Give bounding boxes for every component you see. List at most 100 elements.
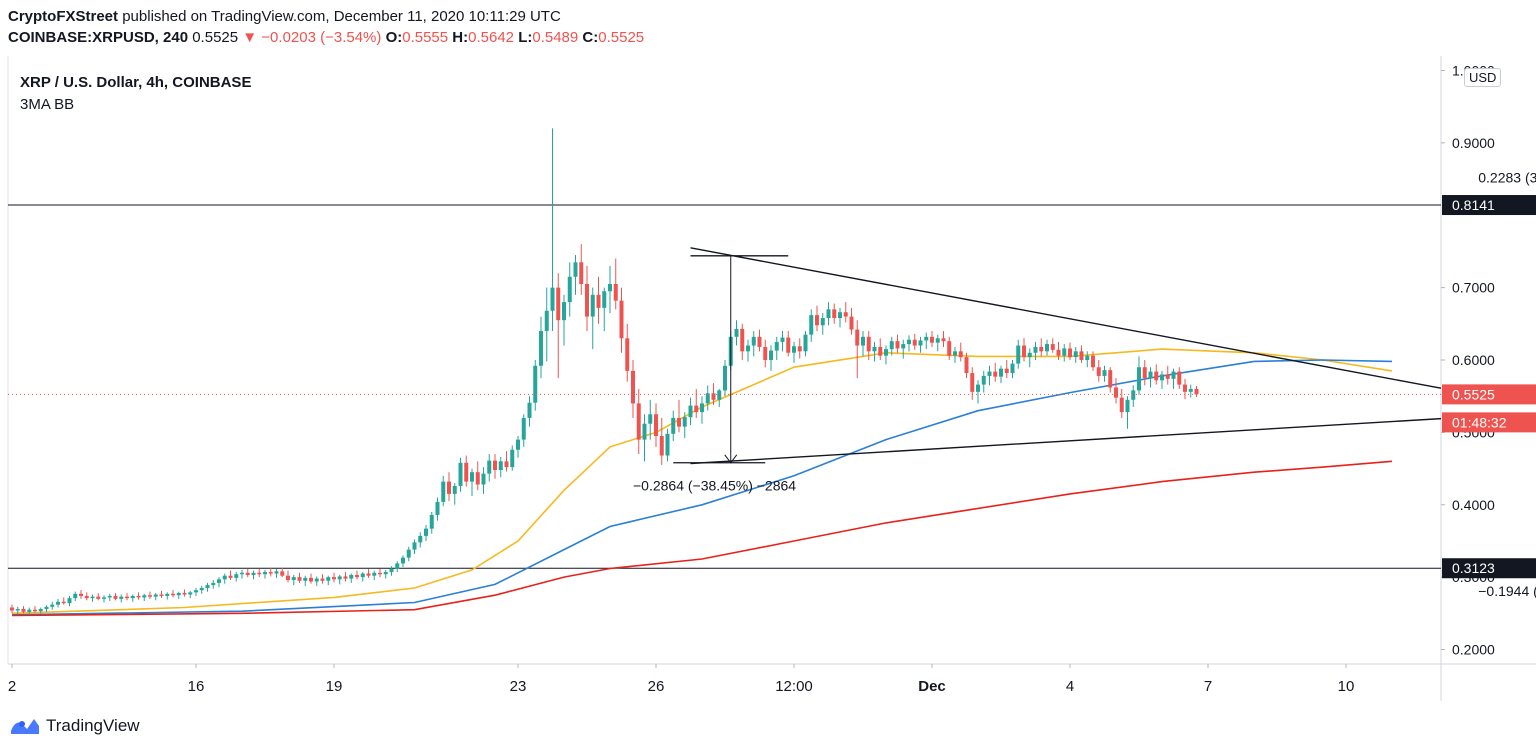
candle-body (717, 390, 722, 400)
candle-body (79, 593, 83, 596)
candle-body (918, 340, 923, 346)
candle-body (199, 588, 204, 591)
candle-body (125, 596, 129, 599)
x-tick-label: 4 (1066, 678, 1074, 695)
candle-body (912, 339, 917, 346)
candle-body (567, 276, 572, 303)
candle-body (119, 596, 124, 599)
candle-body (964, 357, 969, 374)
candle-body (613, 284, 618, 301)
candle-body (527, 402, 532, 418)
candle-body (366, 573, 371, 576)
candle-body (746, 345, 750, 352)
tradingview-logo-icon (11, 719, 39, 734)
candle-body (958, 351, 963, 358)
candle-body (15, 608, 20, 611)
candle-body (544, 310, 549, 332)
x-tick-label: 26 (648, 678, 665, 695)
author-name[interactable]: CryptoFXStreet (8, 8, 119, 25)
candle-body (378, 572, 382, 575)
candle-body (395, 563, 400, 569)
candle-body (884, 349, 888, 356)
legend-indicator[interactable]: 3MA BB (20, 96, 75, 113)
last-price: 0.5525 (192, 29, 239, 46)
candle-body (648, 414, 653, 424)
candle-body (1177, 371, 1182, 385)
candle-body (84, 595, 89, 599)
symbol-name: COINBASE:XRPUSD, 240 (8, 29, 189, 46)
candle-body (947, 341, 952, 356)
candle-body (671, 417, 676, 434)
candle-body (326, 577, 331, 581)
low-value: 0.5489 (532, 29, 579, 46)
candle-body (1142, 367, 1147, 379)
candle-body (441, 481, 446, 502)
candle-body (251, 572, 256, 575)
measure-label: 0.2283 (39.46%) 2283 (1478, 170, 1536, 186)
candle-body (481, 473, 486, 485)
footer-brand[interactable]: TradingView (10, 716, 140, 736)
candle-body (838, 312, 842, 319)
candle-body (1137, 367, 1141, 391)
candle-body (343, 576, 348, 579)
chart-legend: XRP / U.S. Dollar, 4h, COINBASE 3MA BB (20, 72, 251, 116)
candle-body (274, 571, 279, 574)
x-tick-label: 16 (188, 678, 205, 695)
candle-body (424, 528, 428, 536)
x-tick-label: Dec (918, 678, 946, 695)
last-price-label: 0.5525 (1452, 386, 1495, 402)
legend-title: XRP / U.S. Dollar, 4h, COINBASE (20, 74, 252, 91)
candle-body (786, 337, 791, 353)
candle-body (993, 371, 998, 377)
candle-body (763, 346, 768, 360)
candle-body (585, 284, 589, 317)
candle-body (1045, 344, 1049, 352)
candle-body (286, 575, 290, 581)
candle-body (636, 403, 641, 440)
candle-body (751, 336, 756, 346)
candle-body (521, 417, 526, 440)
candle-body (1102, 370, 1107, 376)
candle-body (73, 593, 78, 599)
candle-body (337, 576, 342, 580)
candle-body (1091, 355, 1095, 368)
open-value: 0.5555 (402, 29, 449, 46)
level-price-label-bg (1442, 195, 1536, 216)
candle-body (240, 572, 244, 575)
candle-body (113, 595, 118, 599)
candle-body (10, 607, 14, 611)
candle-body (1154, 371, 1159, 381)
candle-body (1010, 363, 1015, 374)
candle-body (1062, 348, 1067, 356)
low-label: L: (518, 29, 533, 46)
candle-body (792, 346, 796, 353)
last-price-label-bg (1442, 384, 1536, 405)
candle-body (820, 318, 825, 326)
y-tick-label: 0.9000 (1452, 135, 1495, 151)
candle-body (826, 309, 831, 319)
candle-body (1183, 384, 1187, 392)
y-tick-label: 0.7000 (1452, 280, 1495, 296)
candle-body (924, 336, 929, 341)
candle-body (1119, 397, 1124, 413)
candle-body (803, 334, 808, 352)
candle-body (832, 309, 837, 319)
moving-average-line (11, 359, 1393, 616)
candle-body (56, 601, 60, 605)
candle-body (665, 433, 670, 456)
candle-body (355, 574, 359, 578)
level-price-label-bg (1442, 558, 1536, 579)
candle-body (539, 331, 543, 366)
candle-body (797, 346, 802, 352)
candle-body (222, 575, 227, 580)
candle-body (349, 574, 354, 579)
candle-body (194, 590, 198, 593)
candle-body (1050, 344, 1055, 350)
candle-body (579, 262, 584, 284)
candle-body (596, 294, 601, 308)
currency-badge[interactable]: USD (1464, 68, 1502, 87)
candle-body (303, 577, 308, 581)
x-tick-label: 23 (510, 678, 527, 695)
candle-body (866, 336, 871, 352)
